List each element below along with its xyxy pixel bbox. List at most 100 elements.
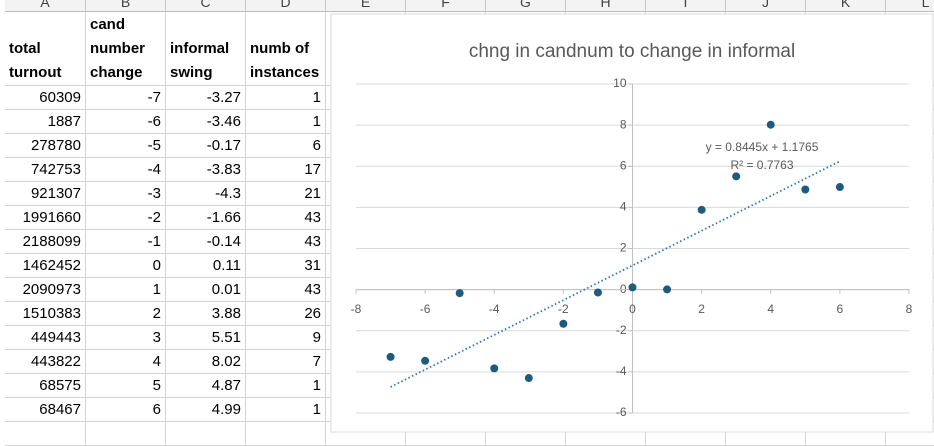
data-cell: 0.01 [166,278,246,302]
point [801,185,810,194]
x-tick-label: 2 [698,302,705,316]
point [593,288,602,297]
data-cell: 2 [86,302,166,326]
x-tick-label: 8 [906,302,913,316]
data-cell: -7 [86,86,166,110]
data-cell: 21 [246,182,326,206]
data-cell: 1510383 [5,302,86,326]
header-cell: total turnout [5,12,86,86]
data-cell: 2090973 [5,278,86,302]
trendline-r2: R² = 0.7763 [730,158,793,172]
point [455,289,464,298]
data-cell: 7 [246,350,326,374]
data-cell: 4 [86,350,166,374]
column-header: K [806,0,886,12]
point [490,364,499,373]
x-tick-label: -8 [351,302,362,316]
data-cell: 3 [86,326,166,350]
data-cell: -2 [86,206,166,230]
data-cell: -5 [86,134,166,158]
x-tick-label: -2 [558,302,569,316]
data-cell: 0.11 [166,254,246,278]
data-cell: -3.83 [166,158,246,182]
data-cell: 6 [86,398,166,422]
point [697,205,706,214]
column-header: A [5,0,86,12]
data-cell: 0 [86,254,166,278]
point [628,283,637,292]
header-cell: numb of instances [246,12,326,86]
data-cell: -6 [86,110,166,134]
point [421,356,430,365]
data-cell: 1 [246,86,326,110]
data-cell: -3.46 [166,110,246,134]
column-header: E [326,0,406,12]
data-cell: 921307 [5,182,86,206]
data-cell: 449443 [5,326,86,350]
point [559,319,568,328]
data-cell: -3 [86,182,166,206]
x-tick-label: 6 [837,302,844,316]
y-tick-label: 0 [620,282,627,296]
x-tick-label: -4 [489,302,500,316]
data-cell: 43 [246,278,326,302]
data-cell: 278780 [5,134,86,158]
data-cell: 5.51 [166,326,246,350]
y-tick-label: 6 [620,158,627,172]
data-cell: 68575 [5,374,86,398]
data-cell: -0.17 [166,134,246,158]
data-cell: 1 [246,110,326,134]
y-tick-label: -6 [616,405,627,419]
column-header: G [486,0,566,12]
point [766,120,775,129]
data-cell: 4.99 [166,398,246,422]
trendline-equation: y = 0.8445x + 1.1765 [706,140,819,154]
data-cell: 4.87 [166,374,246,398]
x-tick-label: -6 [420,302,431,316]
data-cell: 1991660 [5,206,86,230]
header-cell: cand number change [86,12,166,86]
point [386,352,395,361]
point [663,285,672,294]
column-header: C [166,0,246,12]
data-cell: 60309 [5,86,86,110]
y-tick-label: 2 [620,241,627,255]
data-cell: -0.14 [166,230,246,254]
data-cell: -4 [86,158,166,182]
data-cell: 17 [246,158,326,182]
point [732,172,741,181]
data-cell: 26 [246,302,326,326]
column-header: I [646,0,726,12]
point [524,374,533,383]
data-cell: 5 [86,374,166,398]
data-cell: 1 [246,398,326,422]
column-header: J [726,0,806,12]
data-cell: 1 [86,278,166,302]
data-cell: 31 [246,254,326,278]
data-cell: 2188099 [5,230,86,254]
data-cell: 9 [246,326,326,350]
data-cell: -3.27 [166,86,246,110]
column-header: F [406,0,486,12]
data-cell: 1462452 [5,254,86,278]
column-header: D [246,0,326,12]
data-cell: -4.3 [166,182,246,206]
y-tick-label: -2 [616,323,627,337]
data-cell: 8.02 [166,350,246,374]
chart-title: chng in candnum to change in informal [469,41,795,62]
y-tick-label: -4 [616,364,627,378]
column-header: H [566,0,646,12]
column-header: L [886,0,934,12]
point [835,183,844,192]
data-cell: 6 [246,134,326,158]
data-cell: 43 [246,206,326,230]
data-cell: 1 [246,374,326,398]
data-cell: 3.88 [166,302,246,326]
data-cell: 68467 [5,398,86,422]
data-cell: 443822 [5,350,86,374]
header-cell: informal swing [166,12,246,86]
y-tick-label: 4 [620,200,627,214]
data-cell: 742753 [5,158,86,182]
